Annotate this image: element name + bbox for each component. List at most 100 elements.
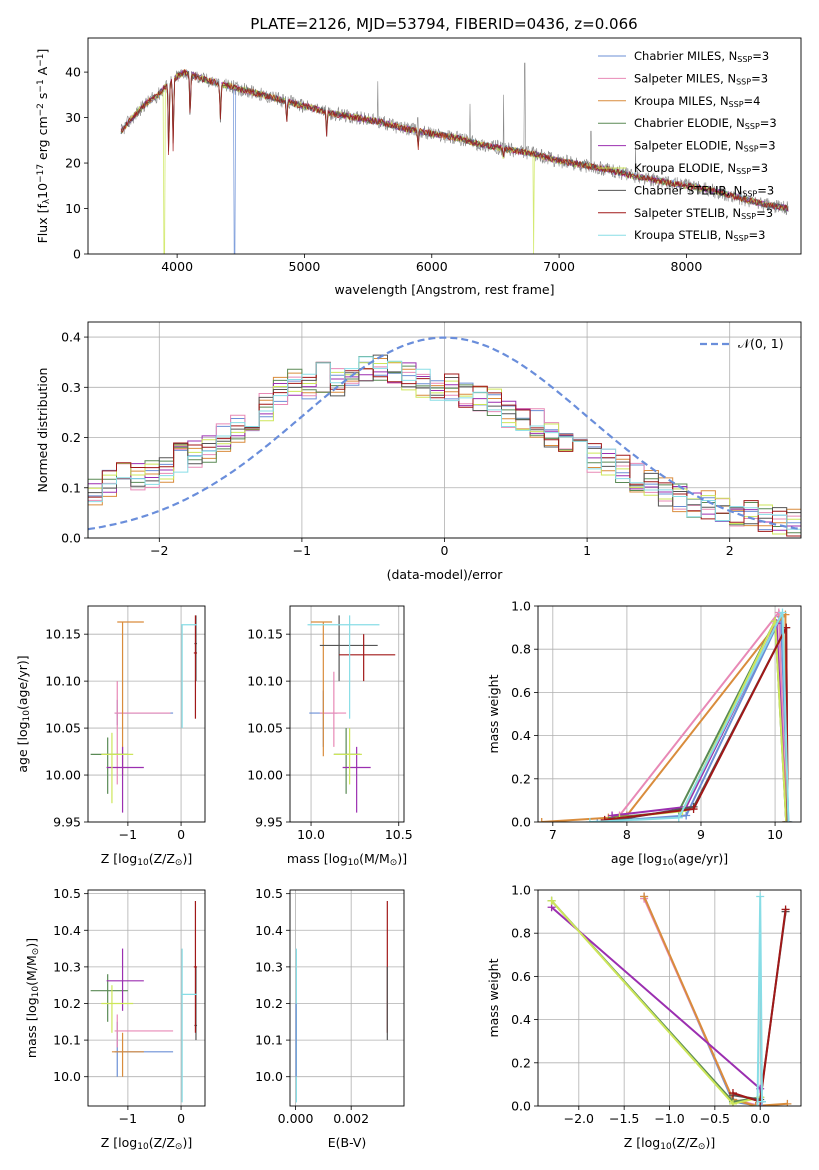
weight-vs-Z-ytick-label-4: 0.8	[511, 926, 531, 941]
spectrum-xtick-label-1: 5000	[289, 259, 321, 274]
gaussian-curve	[88, 336, 799, 531]
mass-vs-Z-xtick-label-0: −1	[119, 1111, 137, 1126]
age-vs-Z-ylabel: age [log10(age/yr)]	[15, 655, 32, 772]
residual-histogram-xtick-label-2: 0	[441, 543, 449, 558]
spectrum-model-salpeter_stelib	[120, 69, 789, 212]
legend-label-chabrier_miles: Chabrier MILES, NSSP=3	[634, 49, 769, 64]
spectrum-ytick-label-0: 0	[73, 247, 81, 262]
residual-histogram-frame	[87, 321, 802, 539]
residual-histogram-xtick-label-1: −1	[293, 543, 311, 558]
weight-vs-age-marker-kroupa_stelib-2	[778, 608, 787, 617]
spectrum-xtick-label-0: 4000	[161, 259, 193, 274]
weight-vs-Z-ytick-label-3: 0.6	[511, 969, 531, 984]
weight-vs-age-ylabel: mass weight	[486, 674, 501, 753]
age-vs-Z-ytick-label-0: 9.95	[53, 815, 81, 830]
mass-vs-EBV-points	[295, 900, 388, 1103]
spectrum-traces	[120, 62, 789, 254]
age-vs-mass-ytick-label-4: 10.15	[247, 627, 283, 642]
mass-vs-Z-xtick-label-1: 0	[177, 1111, 185, 1126]
weight-vs-age-marker-salpeter_stelib-1	[689, 805, 698, 814]
spectrum-xtick-label-3: 7000	[543, 259, 575, 274]
weight-vs-age-xtick-label-2: 9	[697, 827, 705, 842]
weight-vs-Z-ytick-label-0: 0.0	[511, 1099, 531, 1114]
weight-vs-Z-marker-kroupa_elodie-0	[547, 896, 556, 905]
spectrum-ytick-label-3: 30	[65, 110, 81, 125]
residual-histogram-xtick-label-0: −2	[150, 543, 168, 558]
spectrum-frame	[87, 37, 802, 255]
weight-vs-Z-ylabel: mass weight	[486, 958, 501, 1037]
histogram-kroupa_stelib	[88, 356, 801, 538]
spectrum-xtick-label-4: 8000	[671, 259, 703, 274]
mass-vs-Z-points	[90, 900, 198, 1103]
residual-histogram-ytick-label-2: 0.2	[61, 430, 81, 445]
age-vs-mass-ytick-label-3: 10.10	[247, 674, 283, 689]
figure-title: PLATE=2126, MJD=53794, FIBERID=0436, z=0…	[250, 15, 637, 33]
histogram-salpeter_stelib	[88, 362, 801, 538]
legend-label-chabrier_stelib: Chabrier STELIB, NSSP=3	[634, 183, 774, 198]
gaussian-legend-label: 𝒩(0, 1)	[738, 336, 784, 351]
residual-histogram-xtick-label-4: 2	[726, 543, 734, 558]
histogram-series	[88, 336, 801, 538]
spectrum-xtick-label-2: 6000	[416, 259, 448, 274]
weight-vs-age-series	[538, 608, 793, 822]
age-vs-Z-frame	[87, 605, 206, 823]
age-vs-mass-xtick-label-0: 10.0	[297, 827, 325, 842]
age-vs-mass-frame	[289, 605, 405, 823]
weight-vs-Z-series	[547, 892, 792, 1106]
weight-vs-age-marker-kroupa_miles-0	[538, 818, 546, 822]
age-vs-Z-ytick-label-4: 10.15	[45, 627, 81, 642]
residual-histogram-ytick-label-4: 0.4	[61, 330, 81, 345]
legend-label-kroupa_miles: Kroupa MILES, NSSP=4	[634, 94, 760, 109]
weight-vs-age-marker-salpeter_stelib-0	[600, 815, 609, 822]
mass-vs-EBV-ytick-label-2: 10.2	[255, 996, 283, 1011]
mass-vs-EBV-ytick-label-5: 10.5	[255, 886, 283, 901]
weight-vs-Z-marker-kroupa_stelib-0	[753, 1102, 762, 1106]
mass-vs-Z-ytick-label-3: 10.3	[53, 959, 81, 974]
weight-vs-age-marker-kroupa_stelib-3	[784, 818, 793, 822]
mass-vs-EBV-xtick-label-1: 0.002	[333, 1111, 369, 1126]
mass-vs-EBV-ytick-label-3: 10.3	[255, 959, 283, 974]
weight-vs-age-ytick-label-1: 0.2	[511, 771, 531, 786]
age-vs-Z-ytick-label-3: 10.10	[45, 674, 81, 689]
age-vs-Z-points	[90, 615, 198, 813]
age-vs-Z-axes: −1 0 9.95 10.00 10.05 10.10 10.15	[45, 606, 205, 842]
spectrum-model-kroupa_elodie	[120, 69, 789, 254]
legend-label-salpeter_stelib: Salpeter STELIB, NSSP=3	[634, 206, 773, 221]
age-vs-mass-ytick-label-1: 10.00	[247, 768, 283, 783]
weight-vs-age-ytick-label-2: 0.4	[511, 728, 531, 743]
weight-vs-Z-xtick-label-2: −1.0	[654, 1111, 684, 1126]
mass-vs-EBV-ytick-label-1: 10.1	[255, 1033, 283, 1048]
age-vs-Z-xtick-label-1: 0	[177, 827, 185, 842]
weight-vs-Z-marker-kroupa_miles-2	[751, 1102, 760, 1106]
spectrum-ytick-label-1: 10	[65, 201, 81, 216]
age-vs-mass-xtick-label-1: 10.5	[385, 827, 413, 842]
mass-vs-Z-ytick-label-2: 10.2	[53, 996, 81, 1011]
spectrum-xlabel: wavelength [Angstrom, rest frame]	[334, 282, 554, 297]
mass-vs-EBV-ytick-label-4: 10.4	[255, 923, 283, 938]
weight-vs-Z-ytick-label-5: 1.0	[511, 883, 531, 898]
histogram-ylabel: Normed distribution	[35, 368, 50, 493]
weight-vs-age-xtick-label-0: 7	[549, 827, 557, 842]
age-vs-mass-ytick-label-2: 10.05	[247, 721, 283, 736]
weight-vs-Z-xtick-label-1: −1.5	[609, 1111, 639, 1126]
weight-vs-age-line-kroupa_stelib	[589, 612, 790, 822]
spectrum-ylabel: Flux [fλ10−17 erg cm−2 s−1 A−1]	[35, 49, 52, 244]
weight-vs-Z-ytick-label-2: 0.4	[511, 1012, 531, 1027]
weight-vs-Z-line-kroupa_miles	[643, 896, 788, 1106]
weight-vs-Z-marker-salpeter_stelib-2	[781, 905, 790, 914]
weight-vs-Z-xtick-label-0: −2.0	[564, 1111, 594, 1126]
mass-vs-Z-ytick-label-1: 10.1	[53, 1033, 81, 1048]
weight-vs-age-marker-kroupa_elodie-3	[782, 818, 791, 822]
mass-vs-EBV-frame	[289, 889, 405, 1107]
weight-vs-age-marker-kroupa_stelib-0	[585, 818, 594, 822]
residual-histogram-ytick-label-0: 0.0	[61, 531, 81, 546]
mass-vs-EBV-axes: 0.000 0.002 10.0 10.1 10.2 10.3 10.4 10.5	[255, 886, 404, 1126]
legend-label-salpeter_miles: Salpeter MILES, NSSP=3	[634, 71, 768, 86]
weight-vs-age-marker-chabrier_miles-1	[682, 811, 691, 820]
legend-label-kroupa_stelib: Kroupa STELIB, NSSP=3	[634, 228, 765, 243]
histogram-xlabel: (data-model)/error	[387, 567, 504, 582]
weight-vs-age-ytick-label-5: 1.0	[511, 599, 531, 614]
age-vs-mass-ytick-label-0: 9.95	[255, 815, 283, 830]
spectrum-ytick-label-2: 20	[65, 156, 81, 171]
residual-histogram-ytick-label-1: 0.1	[61, 480, 81, 495]
